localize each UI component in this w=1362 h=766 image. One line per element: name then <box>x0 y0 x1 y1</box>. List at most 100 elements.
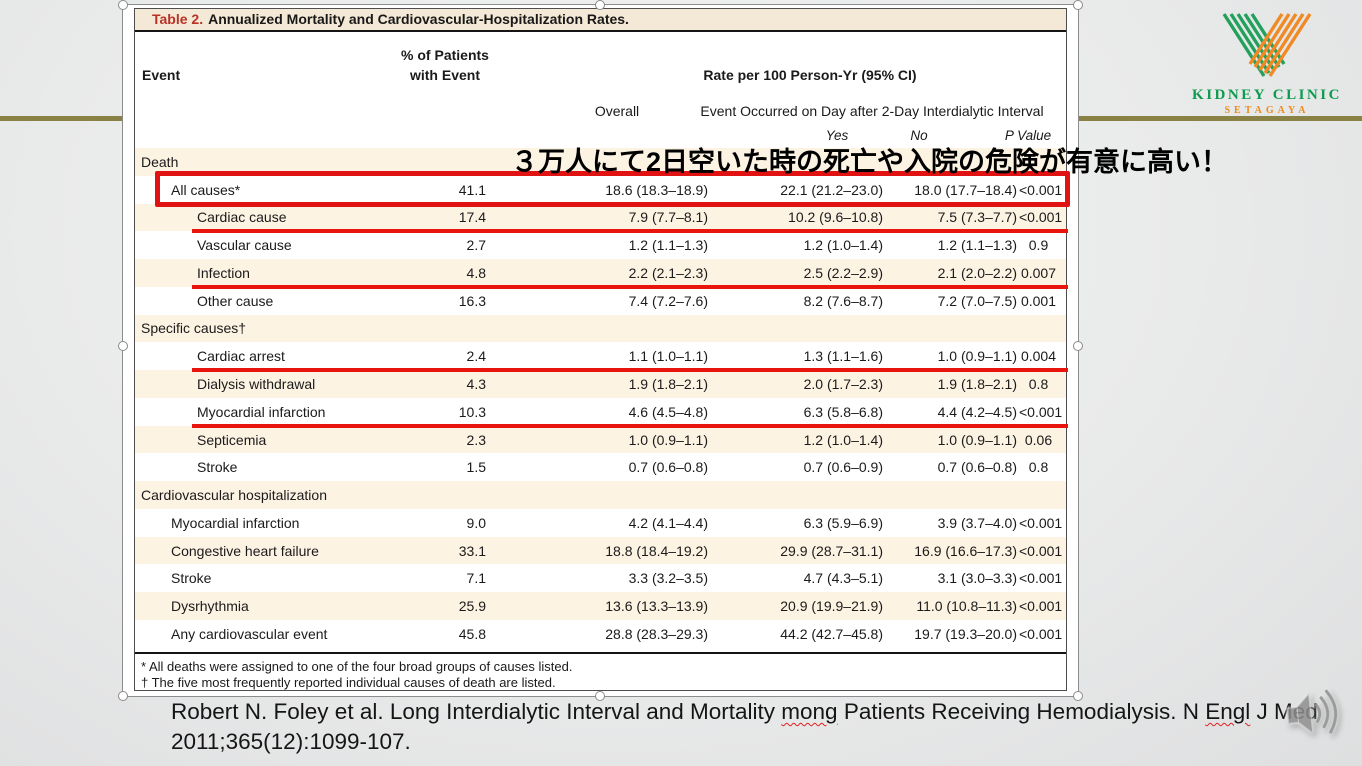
header-event: Event <box>142 67 181 83</box>
table-row: Dialysis withdrawal 4.3 1.9 (1.8–2.1) 2.0 (… <box>135 370 1066 398</box>
cell-overall: 1.9 (1.8–2.1) <box>628 376 708 392</box>
cell-pct: 7.1 <box>466 570 486 587</box>
footnote-asterisk: * All deaths were assigned to one of the… <box>141 659 573 674</box>
cell-p: 0.8 <box>1028 459 1049 476</box>
table-header: Event % of Patients with Event Rate per … <box>135 34 1066 148</box>
cell-p: <0.001 <box>1019 598 1063 615</box>
cell-no: 7.5 (7.3–7.7) <box>937 209 1017 226</box>
header-rate-group: Rate per 100 Person-Yr (95% CI) <box>703 67 917 83</box>
cell-no: 3.1 (3.0–3.3) <box>937 570 1017 587</box>
cell-p: 0.8 <box>1028 376 1049 392</box>
cell-pct: 25.9 <box>458 598 486 615</box>
header-no: No <box>910 128 928 143</box>
cell-p: 0.001 <box>1020 292 1057 309</box>
header-pct-line1: % of Patients <box>401 47 489 63</box>
cell-no: 18.0 (17.7–18.4) <box>914 181 1017 198</box>
cell-overall: 0.7 (0.6–0.8) <box>628 459 708 476</box>
cell-pct: 16.3 <box>458 292 486 309</box>
selection-handle-bottom-left[interactable] <box>118 691 128 701</box>
row-label: Dialysis withdrawal <box>197 376 316 392</box>
selection-handle-bottom-center[interactable] <box>595 691 605 701</box>
cell-overall: 1.2 (1.1–1.3) <box>628 237 708 254</box>
table-printed-frame: Table 2. Annualized Mortality and Cardiov… <box>134 8 1070 691</box>
table-title: Table 2. Annualized Mortality and Cardiov… <box>135 9 1066 32</box>
cell-pct: 17.4 <box>458 209 486 226</box>
cell-no: 2.1 (2.0–2.2) <box>937 264 1017 281</box>
row-label: Vascular cause <box>197 237 292 254</box>
cell-pct: 45.8 <box>458 625 486 642</box>
cell-no: 0.7 (0.6–0.8) <box>937 459 1017 476</box>
row-label: Congestive heart failure <box>171 542 319 559</box>
selection-handle-top-left[interactable] <box>118 0 128 10</box>
citation-textbox[interactable]: Robert N. Foley et al. Long Interdialyti… <box>171 697 1346 757</box>
table-bottom-rule <box>135 652 1066 654</box>
cell-yes: 1.2 (1.0–1.4) <box>803 237 883 254</box>
cell-pct: 33.1 <box>458 542 486 559</box>
cell-yes: 20.9 (19.9–21.9) <box>780 598 883 615</box>
table-row: Cardiovascular hospitalization <box>135 481 1066 509</box>
cell-p: <0.001 <box>1019 403 1063 420</box>
cell-no: 1.0 (0.9–1.1) <box>937 348 1017 365</box>
row-label: Cardiac cause <box>197 209 287 226</box>
row-label: Stroke <box>197 459 238 476</box>
table-row: Stroke 1.5 0.7 (0.6–0.8) 0.7 (0.6–0.9) 0.7 (… <box>135 453 1066 482</box>
table-row: Cardiac cause 17.4 7.9 (7.7–8.1) 10.2 (9.6–… <box>135 203 1068 234</box>
cell-p: 0.06 <box>1024 431 1053 448</box>
selection-handle-bottom-right[interactable] <box>1073 691 1083 701</box>
header-pct-line2: with Event <box>409 67 481 83</box>
table-footnotes: * All deaths were assigned to one of the… <box>141 659 572 691</box>
selection-handle-top-center[interactable] <box>595 0 605 10</box>
cell-yes: 1.2 (1.0–1.4) <box>803 431 883 448</box>
cell-no: 1.9 (1.8–2.1) <box>937 376 1017 392</box>
cell-p: 0.007 <box>1020 264 1057 281</box>
cell-p: 0.004 <box>1020 348 1057 365</box>
cell-overall: 1.1 (1.0–1.1) <box>628 348 708 365</box>
selection-handle-middle-left[interactable] <box>118 341 128 351</box>
cell-overall: 28.8 (28.3–29.3) <box>605 625 708 642</box>
cell-no: 11.0 (10.8–11.3) <box>916 598 1017 615</box>
row-label: Myocardial infarction <box>197 403 326 420</box>
cell-pct: 10.3 <box>458 403 486 420</box>
cell-yes: 6.3 (5.8–6.8) <box>803 403 883 420</box>
selection-handle-middle-right[interactable] <box>1073 341 1083 351</box>
table-row: Dysrhythmia 25.9 13.6 (13.3–13.9) 20.9 (19.… <box>135 592 1066 621</box>
cell-overall: 1.0 (0.9–1.1) <box>628 431 708 448</box>
table-row: Any cardiovascular event 45.8 28.8 (28.3–2… <box>135 620 1066 648</box>
cell-yes: 0.7 (0.6–0.9) <box>803 459 883 476</box>
cell-overall: 18.8 (18.4–19.2) <box>605 542 708 559</box>
citation-line1: Robert N. Foley et al. Long Interdialyti… <box>171 699 1318 724</box>
cell-p: <0.001 <box>1019 542 1063 559</box>
table-row: Other cause 16.3 7.4 (7.2–7.6) 8.2 (7.6–8.7… <box>135 286 1066 315</box>
audio-speaker-icon[interactable] <box>1277 683 1345 750</box>
japanese-annotation-textbox[interactable]: ３万人にて2日空いた時の死亡や入院の危険が有意に高い！ <box>511 147 1229 177</box>
cell-overall: 4.6 (4.5–4.8) <box>628 403 708 420</box>
cell-yes: 8.2 (7.6–8.7) <box>803 292 883 309</box>
cell-pct: 2.7 <box>466 237 486 254</box>
cell-yes: 2.0 (1.7–2.3) <box>803 376 883 392</box>
table-title-number: Table 2. <box>152 11 204 27</box>
row-label: Specific causes† <box>141 320 247 337</box>
table-row: Cardiac arrest 2.4 1.1 (1.0–1.1) 1.3 (1.1–1… <box>135 342 1068 373</box>
cell-yes: 22.1 (21.2–23.0) <box>780 181 883 198</box>
cell-overall: 4.2 (4.1–4.4) <box>628 514 708 531</box>
cell-no: 1.2 (1.1–1.3) <box>937 237 1017 254</box>
selection-handle-top-right[interactable] <box>1073 0 1083 10</box>
row-label: Dysrhythmia <box>171 598 249 615</box>
header-p-value: P Value <box>1004 128 1052 143</box>
logo-clinic-name: KIDNEY CLINIC <box>1192 87 1342 103</box>
header-interval-group: Event Occurred on Day after 2-Day Interd… <box>700 103 1044 119</box>
table-title-text: Annualized Mortality and Cardiovascular-… <box>208 11 629 27</box>
cell-no: 1.0 (0.9–1.1) <box>937 431 1017 448</box>
cell-pct: 2.4 <box>466 348 486 365</box>
cell-no: 3.9 (3.7–4.0) <box>937 514 1017 531</box>
table-figure-image[interactable]: Table 2. Annualized Mortality and Cardiov… <box>118 0 1083 701</box>
table-row: Congestive heart failure 33.1 18.8 (18.4–1… <box>135 536 1066 565</box>
cell-pct: 9.0 <box>466 514 486 531</box>
cell-yes: 29.9 (28.7–31.1) <box>780 542 883 559</box>
cell-yes: 1.3 (1.1–1.6) <box>803 348 883 365</box>
cell-no: 19.7 (19.3–20.0) <box>914 625 1017 642</box>
cell-p: <0.001 <box>1019 181 1063 198</box>
cell-pct: 2.3 <box>466 431 486 448</box>
cell-p: <0.001 <box>1019 570 1063 587</box>
